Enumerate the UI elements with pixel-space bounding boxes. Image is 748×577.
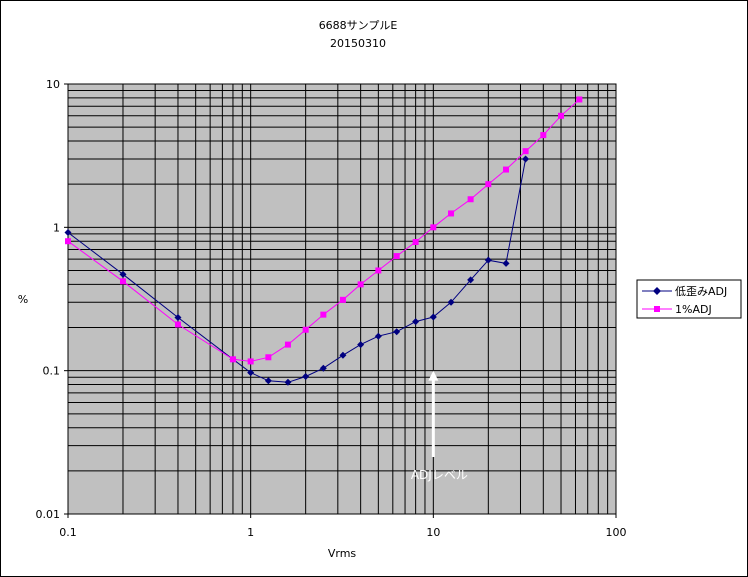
data-point-square [576,96,583,103]
data-point-diamond [119,270,127,278]
data-point-square [558,112,565,119]
annotation-layer: ADJレベル [411,370,468,482]
chart-title: 6688サンプルE [319,19,398,32]
y-tick-label: 10 [46,78,60,91]
data-point-diamond [319,364,327,372]
data-point-square [467,196,474,203]
y-tick-label: 1 [53,221,60,234]
data-point-diamond [174,313,182,321]
data-point-square [247,358,254,365]
data-point-square [412,239,419,246]
data-point-square [320,311,327,318]
data-point-diamond [412,318,420,326]
data-point-diamond [64,229,72,237]
data-point-diamond [522,155,530,163]
data-point-square [503,166,510,173]
data-point-square [174,321,181,328]
y-tick-label: 0.01 [36,508,61,521]
data-point-diamond [302,373,310,381]
y-axis-label: % [18,293,28,306]
data-point-square [284,341,291,348]
grid-lines [67,83,617,515]
series-layer [64,96,583,386]
data-point-diamond [467,276,475,284]
data-point-diamond [429,313,437,321]
data-point-diamond [393,328,401,336]
x-tick-labels: 0.1 1 10 100 [59,514,627,539]
data-point-square [229,356,236,363]
legend-label-2: 1%ADJ [675,303,712,316]
data-point-diamond [374,332,382,340]
data-point-diamond [447,298,455,306]
data-point-diamond [502,259,510,267]
legend-marker-diamond [653,287,661,295]
data-point-diamond [484,256,492,264]
data-point-diamond [339,351,347,359]
data-point-square [265,354,272,361]
data-point-square [119,278,126,285]
y-tick-labels: 0.01 0.1 1 10 [36,78,68,521]
data-point-square [375,267,382,274]
data-point-square [393,253,400,260]
data-point-square [522,148,529,155]
x-axis-label: Vrms [328,547,357,560]
plot-border [67,83,617,515]
x-tick-label: 0.1 [59,526,77,539]
chart-subtitle: 20150310 [330,37,386,50]
data-point-square [540,132,547,139]
data-point-square [448,210,455,217]
series-2 [65,96,583,365]
data-point-diamond [357,341,365,349]
legend: 低歪みADJ 1%ADJ [636,279,742,319]
data-point-square [357,281,364,288]
data-point-diamond [284,378,292,386]
legend-label-1: 低歪みADJ [675,285,727,298]
x-tick-label: 100 [606,526,627,539]
data-point-square [339,296,346,303]
x-tick-label: 10 [426,526,440,539]
annotation-label: ADJレベル [411,468,468,482]
data-point-square [65,238,71,245]
annotation-arrow-head [428,370,439,381]
data-point-square [430,224,437,231]
data-point-square [302,326,309,333]
data-point-diamond [247,369,255,377]
x-tick-label: 1 [247,526,254,539]
data-point-diamond [264,377,272,385]
data-point-square [485,181,492,188]
legend-marker-square [654,306,660,312]
y-tick-label: 0.1 [43,365,61,378]
